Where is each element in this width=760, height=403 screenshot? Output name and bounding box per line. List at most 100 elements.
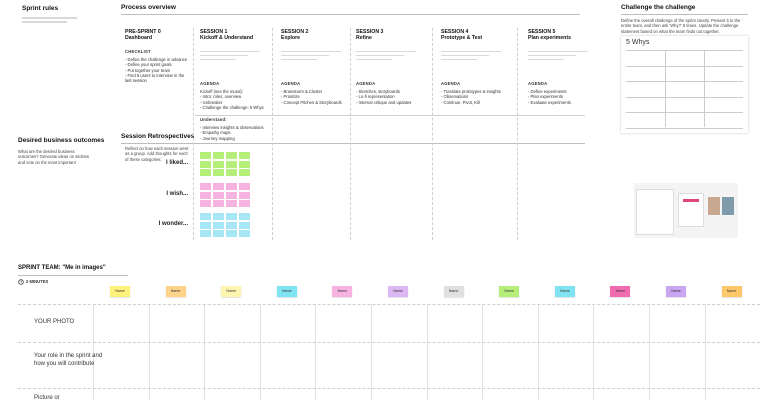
grid-column-line (482, 304, 484, 400)
sticky-note (200, 152, 211, 159)
divider (195, 115, 585, 116)
agenda-item: last session (125, 78, 147, 84)
column-title: Kickoff & Understand (200, 35, 254, 41)
sticky-note (226, 160, 237, 168)
name-sticky: Name (721, 286, 742, 297)
sticky-note (213, 230, 224, 237)
sticky-note (226, 213, 237, 220)
faint-text (441, 51, 501, 52)
section-title: Process overview (121, 4, 176, 11)
sticky-note (239, 221, 250, 229)
section-title: SPRINT TEAM: "Me in images" (18, 265, 106, 271)
sticky-note (200, 191, 211, 199)
agenda-item: - Define the challenge in advance (125, 57, 188, 62)
sticky-note (200, 200, 211, 207)
section-heading: CHECKLIST (125, 49, 151, 54)
faint-text (281, 55, 329, 56)
name-sticky: Name (443, 286, 464, 297)
column-label: SESSION 4 (441, 29, 469, 35)
column-label: SESSION 3 (356, 29, 384, 35)
sticky-note (213, 183, 224, 190)
name-sticky: Name (332, 286, 353, 297)
faint-text (356, 59, 392, 60)
grid-line (626, 81, 743, 82)
sticky-note (200, 221, 211, 229)
agenda-item: - Lo-fi representation (356, 94, 395, 100)
sticky-note (226, 191, 237, 199)
sticky-note (213, 191, 224, 199)
section-title: Sprint rules (22, 5, 59, 12)
faint-text (281, 59, 317, 60)
sticky-note (213, 213, 224, 220)
agenda-item: - Interview insights & observations (200, 125, 264, 130)
sticky-note (239, 191, 250, 199)
sticky-note (200, 213, 211, 220)
grid-column-line (593, 304, 595, 400)
divider (621, 14, 748, 15)
name-sticky: Name (388, 286, 408, 297)
agenda-item: Kickoff (see the mural): (200, 89, 243, 94)
agenda-item: - Put together your team (125, 67, 171, 73)
clock-icon (18, 279, 24, 285)
grid-line (704, 50, 705, 127)
grid-column-line (148, 304, 150, 400)
faint-text (441, 55, 489, 56)
section-title: Desired business outcomes (18, 137, 105, 144)
agenda-item: - Translate prototypes & insights (441, 89, 501, 94)
grid-line (665, 50, 666, 127)
faint-text (441, 59, 477, 60)
sticky-note (226, 200, 237, 207)
thumbnail-accent (683, 199, 699, 202)
grid-line (626, 112, 743, 113)
faint-text (200, 55, 248, 56)
grid-column-line (649, 304, 650, 400)
timer: 2 MINUTES (26, 279, 49, 284)
sticky-note (239, 169, 250, 176)
faint-text (528, 55, 576, 56)
description: Reflect on how each session went as a gr… (125, 146, 189, 162)
row-label: Picture or (34, 395, 60, 401)
grid-row-line (18, 304, 760, 305)
agenda-item: - Empathy maps (200, 130, 231, 136)
column-divider (193, 28, 194, 240)
faint-text (528, 59, 564, 60)
grid-column-line (315, 304, 317, 400)
faint-text (22, 21, 67, 23)
description: What are the desired business outcomes? … (18, 149, 89, 165)
agenda-item: - Evaluate experiments (528, 99, 571, 105)
section-heading: AGENDA (281, 81, 301, 86)
grid-line (626, 127, 743, 129)
section-heading: AGENDA (528, 81, 548, 86)
agenda-item: - Concept Pitches & Storyboards (281, 99, 342, 105)
column-title: Dashboard (125, 35, 153, 41)
sticky-note (226, 183, 237, 190)
section-title: Session Retrospectives (121, 133, 195, 140)
sticky-note (239, 160, 250, 168)
grid-column-line (204, 304, 206, 400)
agenda-item: - Continue, Pivot, Kill (441, 99, 480, 105)
name-sticky: Name (610, 286, 631, 297)
sticky-note (200, 160, 211, 168)
grid-row-line (18, 342, 760, 343)
name-sticky: Name (110, 286, 130, 297)
five-whys-card: 5 Whys (621, 36, 748, 133)
sticky-note (200, 230, 211, 237)
category-label: I wish... (166, 191, 188, 197)
agenda-item: - Plan experiments (528, 94, 563, 100)
sticky-note (239, 152, 250, 159)
thumbnail-page (678, 193, 704, 227)
divider (121, 14, 580, 15)
faint-text (281, 51, 341, 52)
agenda-item: - Define experiments (528, 89, 567, 94)
grid-line (626, 50, 743, 51)
divider (121, 143, 585, 144)
column-divider (272, 28, 273, 240)
column-label: PRE-SPRINT 0 (125, 29, 161, 35)
sticky-note (200, 169, 211, 176)
sticky-note (213, 152, 224, 159)
thumbnail-photo (708, 197, 720, 215)
section-heading: AGENDA (200, 81, 220, 86)
section-title: Challenge the challenge (621, 4, 696, 11)
column-title: Prototype & Test (441, 35, 483, 41)
thumbnail-page (636, 189, 674, 235)
